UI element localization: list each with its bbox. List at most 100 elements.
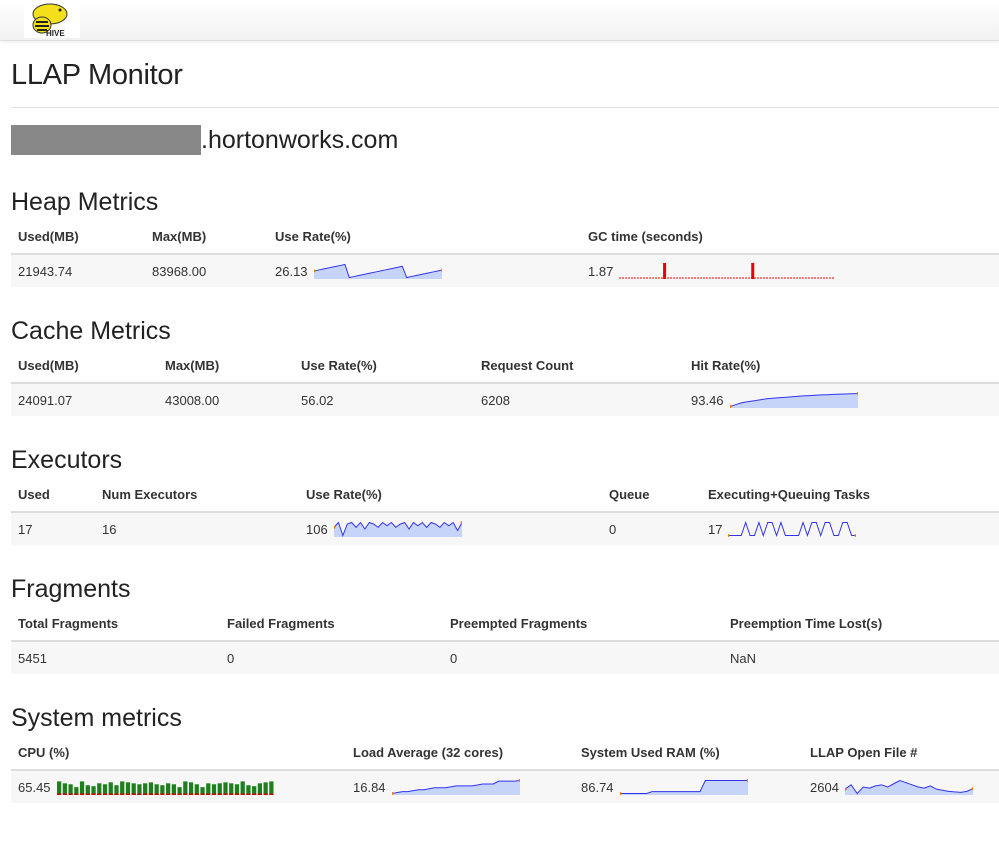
sparkline-area [333, 522, 462, 537]
column-header: CPU (%) [18, 745, 70, 760]
sparkline-line [728, 521, 857, 537]
total-fragments: 5451 [18, 650, 47, 666]
failed-fragments: 0 [227, 650, 235, 666]
heap-max: 83968.00 [152, 263, 207, 279]
cpu-bar-base [73, 793, 78, 795]
column-header: Num Executors [102, 487, 198, 502]
section-title: System metrics [11, 704, 182, 732]
cpu-bar-base [263, 793, 268, 795]
cpu-bar [148, 782, 153, 795]
cpu-bar [263, 782, 268, 795]
table-header: Total Fragments Failed Fragments Preempt… [11, 607, 999, 642]
column-header: Use Rate(%) [275, 229, 351, 244]
column-header: Load Average (32 cores) [353, 745, 504, 760]
sparkline-point [844, 787, 847, 791]
column-header: System Used RAM (%) [581, 745, 720, 760]
column-header: Failed Fragments [227, 616, 335, 631]
sparkline-point [391, 792, 394, 795]
cpu-bar [154, 784, 159, 795]
sparkline-point [729, 405, 732, 408]
cpu-bar [199, 787, 205, 795]
cpu-bar-base [171, 793, 176, 795]
sparkline-point [856, 392, 858, 395]
table-row: 65.45 16.84 86.74 2604 [11, 771, 999, 803]
cpu-bar-base [131, 793, 136, 795]
hit-rate: 93.46 [691, 392, 724, 408]
system-ram-sparkline [619, 779, 748, 795]
tasks-sparkline [728, 521, 857, 537]
cpu-bar-base [268, 793, 274, 795]
cpu-bar-base [102, 793, 107, 795]
cpu-bar-base [240, 793, 245, 795]
page-title: LLAP Monitor [11, 59, 183, 91]
cpu-bar-base [177, 793, 182, 795]
cpu: 65.45 [18, 779, 51, 795]
cpu-bar-base [62, 793, 67, 795]
column-header: Max(MB) [165, 358, 220, 373]
executors: Executors Used Num Executors Use Rate(%)… [11, 446, 999, 545]
cpu-bar [159, 785, 165, 795]
heap-use-rate: 26.13 [275, 263, 308, 279]
column-header: Use Rate(%) [301, 358, 377, 373]
cpu-bar-base [148, 793, 153, 795]
sparkline-area [619, 780, 748, 795]
sparkline-line [313, 263, 442, 279]
cpu-bar-base [182, 793, 187, 795]
cpu-bar [56, 781, 61, 795]
cpu-bar-base [136, 793, 142, 795]
sparkline-area [391, 780, 520, 795]
cpu-bar [131, 783, 136, 795]
sparkline-area [729, 393, 858, 408]
table-header: CPU (%) Load Average (32 cores) System U… [11, 736, 999, 771]
cpu-bar-base [119, 793, 124, 795]
sparkline-point [518, 779, 520, 782]
num-executors: 16 [102, 521, 117, 537]
system-metrics: System metrics CPU (%) Load Average (32 … [11, 704, 999, 803]
column-header: Used(MB) [18, 358, 79, 373]
gc-time: 1.87 [588, 263, 614, 279]
gc-spike [663, 263, 667, 279]
table-row: 5451 0 0 NaN [11, 642, 999, 674]
cpu-bar-base [199, 793, 205, 795]
column-header: Request Count [481, 358, 574, 373]
gc-spike [751, 263, 755, 279]
cpu-bar [142, 783, 147, 795]
cache-max: 43008.00 [165, 392, 220, 408]
cpu-bar [257, 783, 262, 795]
sparkline-point [854, 534, 857, 537]
cpu-bar-base [113, 793, 119, 795]
cpu-bar-base [194, 793, 199, 795]
section-title: Cache Metrics [11, 317, 171, 345]
cpu-bar [228, 783, 233, 795]
sparkline-point [460, 521, 462, 524]
table-row: 24091.07 43008.00 56.02 6208 93.46 [11, 384, 999, 416]
table-header: Used(MB) Max(MB) Use Rate(%) GC time (se… [11, 220, 999, 255]
queue: 0 [609, 521, 617, 537]
executor-use-rate: 106 [306, 521, 328, 537]
cache-use-rate: 56.02 [301, 392, 334, 408]
svg-text:HIVE: HIVE [46, 29, 65, 38]
host-suffix: .hortonworks.com [201, 125, 399, 154]
hive-logo[interactable]: HIVE [24, 0, 80, 38]
cpu-bar-base [251, 793, 256, 795]
table-header: Used Num Executors Use Rate(%) Queue Exe… [11, 478, 999, 513]
preempted-fragments: 0 [450, 650, 458, 666]
cpu-bar-base [228, 793, 233, 795]
divider [11, 107, 999, 108]
cpu-bar-base [217, 793, 222, 795]
section-title: Executors [11, 446, 123, 474]
navbar: HIVE [0, 0, 999, 41]
cpu-bar [85, 785, 90, 795]
cpu-bar [73, 787, 78, 795]
load-average: 16.84 [353, 779, 386, 795]
sparkline-line [391, 780, 520, 794]
column-header: Total Fragments [18, 616, 119, 631]
cpu-bar [90, 786, 96, 795]
cpu-bar [211, 784, 216, 795]
preemption-time-lost: NaN [730, 650, 757, 666]
column-header: Used(MB) [18, 229, 79, 244]
section-title: Fragments [11, 575, 131, 603]
column-header: GC time (seconds) [588, 229, 703, 244]
cpu-bar-base [154, 793, 159, 795]
sparkline-point [313, 269, 316, 273]
